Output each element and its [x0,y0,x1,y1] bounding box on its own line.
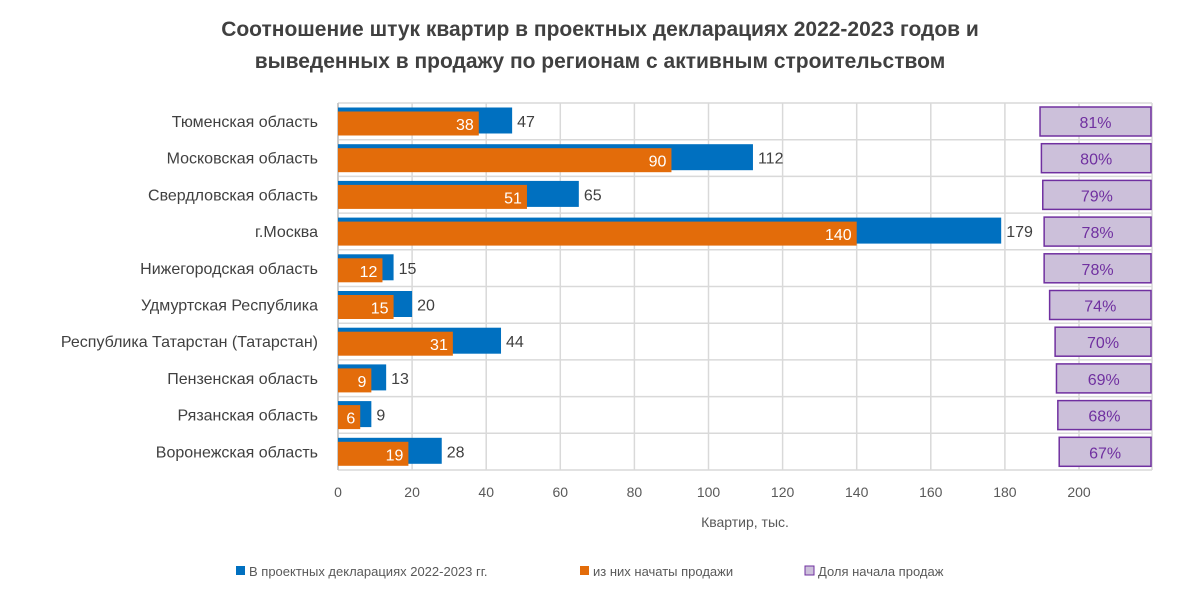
category-label: Пензенская область [167,371,318,388]
data-label-total: 9 [376,408,385,425]
bar-share [1043,216,1152,247]
data-label-total: 28 [447,444,465,461]
category-label: Нижегородская область [140,261,318,278]
bar-share [1054,326,1152,357]
bar-share [1048,289,1152,321]
bar-share [1055,363,1152,394]
data-label-total: 20 [417,298,435,315]
data-label-total: 112 [758,151,784,168]
category-label: Воронежская область [156,444,318,461]
x-tick-label: 120 [771,484,795,500]
x-axis-label: Квартир, тыс. [701,514,789,530]
data-label-sold: 140 [825,227,852,244]
data-label-share: 70% [1087,335,1119,352]
bar-sold [338,295,394,319]
bar-sold [338,148,672,173]
data-label-share: 78% [1082,262,1114,279]
bar-share [1058,436,1152,468]
category-label: Московская область [167,151,318,168]
data-label-share: 78% [1082,225,1114,242]
bar-sold [338,441,409,466]
bar-share [1039,106,1152,137]
bar-sold [338,221,857,246]
data-label-sold: 51 [504,190,522,207]
data-label-share: 74% [1084,299,1116,316]
data-label-sold: 19 [386,447,404,464]
data-label-sold: 12 [360,264,378,281]
x-tick-label: 80 [627,484,643,500]
data-label-total: 65 [584,187,602,204]
category-label: Тюменская область [172,114,318,131]
legend-label: Доля начала продаж [818,564,944,579]
bar-share [1040,142,1152,174]
data-label-share: 69% [1088,372,1120,389]
x-tick-label: 140 [845,484,869,500]
data-label-total: 44 [506,334,524,351]
bar-sold [338,331,453,356]
bar-sold [338,405,361,430]
category-label: Рязанская область [178,408,318,425]
data-label-total: 15 [399,261,417,278]
chart-title-line1: Соотношение штук квартир в проектных дек… [221,18,979,41]
bar-sold [338,368,372,393]
data-label-total: 47 [517,114,535,131]
category-label: Республика Татарстан (Татарстан) [61,334,318,351]
legend-swatch [804,565,815,576]
bar-sold [338,184,527,209]
category-label: Свердловская область [148,187,318,204]
x-tick-label: 180 [993,484,1017,500]
chart-title-line2: выведенных в продажу по регионам с актив… [254,50,946,73]
bar-share [1057,399,1152,431]
bar-share [1043,253,1152,284]
data-label-share: 79% [1081,188,1113,205]
data-label-sold: 90 [649,154,667,171]
x-tick-label: 160 [919,484,943,500]
x-tick-label: 200 [1067,484,1091,500]
data-label-sold: 38 [456,117,474,134]
x-tick-label: 40 [478,484,494,500]
data-label-share: 67% [1089,445,1121,462]
category-label: Удмуртская Республика [141,298,318,315]
data-label-total: 13 [391,371,409,388]
bar-sold [338,258,383,283]
bar-share [1042,179,1152,211]
data-label-share: 80% [1080,152,1112,169]
bar-sold [338,111,479,136]
x-tick-label: 60 [553,484,569,500]
x-tick-label: 100 [697,484,721,500]
legend-label: из них начаты продажи [593,564,733,579]
legend-swatch [236,566,245,575]
x-tick-label: 0 [334,484,342,500]
data-label-sold: 15 [371,301,389,318]
x-tick-label: 20 [404,484,420,500]
data-label-sold: 6 [346,411,355,428]
data-label-total: 179 [1006,224,1033,241]
legend-swatch [580,566,589,575]
data-label-sold: 9 [357,374,366,391]
data-label-sold: 31 [430,337,448,354]
legend-label: В проектных декларациях 2022-2023 гг. [249,564,488,579]
data-label-share: 68% [1088,409,1120,426]
category-label: г.Москва [255,224,318,241]
data-label-share: 81% [1079,115,1111,132]
